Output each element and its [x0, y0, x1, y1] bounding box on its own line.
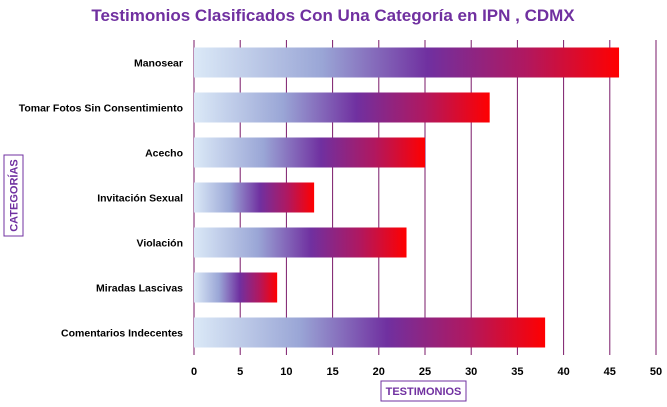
bar-miradas-lascivas: [194, 272, 278, 303]
category-label: Acecho: [145, 148, 183, 160]
category-label: Violación: [137, 238, 184, 250]
category-label: Invitación Sexual: [97, 193, 183, 205]
category-labels: Manosear Tomar Fotos Sin Consentimiento Ac…: [19, 58, 183, 340]
bar-violación: [194, 227, 407, 258]
x-tick-label: 45: [604, 366, 616, 378]
y-axis-title: CATEGORÍAS: [3, 154, 24, 237]
category-label: Comentarios Indecentes: [61, 328, 183, 340]
y-axis-title-text: CATEGORÍAS: [8, 159, 21, 232]
x-tick-label: 40: [557, 366, 569, 378]
x-tick-label: 25: [419, 366, 431, 378]
bar-invitación-sexual: [194, 182, 315, 213]
x-tick-label: 50: [650, 366, 662, 378]
x-tick-label: 15: [326, 366, 338, 378]
x-tick-label: 0: [191, 366, 197, 378]
x-axis-title: TESTIMONIOS: [380, 380, 467, 402]
x-axis-title-text: TESTIMONIOS: [386, 386, 462, 398]
x-tick-label: 5: [237, 366, 243, 378]
bar-acecho: [194, 137, 425, 168]
category-label: Manosear: [134, 58, 183, 70]
bar-manosear: [194, 47, 620, 78]
category-label: Tomar Fotos Sin Consentimiento: [19, 103, 183, 115]
y-axis-title-box: [3, 154, 24, 237]
bars-group: [194, 47, 620, 348]
x-tick-label: 20: [373, 366, 385, 378]
x-tick-label: 30: [465, 366, 477, 378]
x-axis-title-box: [380, 380, 467, 402]
bar-tomar-fotos-sin-consentimiento: [194, 92, 490, 123]
x-tick-labels: 0 5 10 15 20 25 30 35 40 45 50: [191, 366, 662, 378]
x-tick-label: 35: [511, 366, 523, 378]
chart-title: Testimonios Clasificados Con Una Categor…: [91, 6, 575, 25]
x-tick-label: 10: [280, 366, 292, 378]
bar-comentarios-indecentes: [194, 317, 546, 348]
category-label: Miradas Lascivas: [96, 283, 183, 295]
